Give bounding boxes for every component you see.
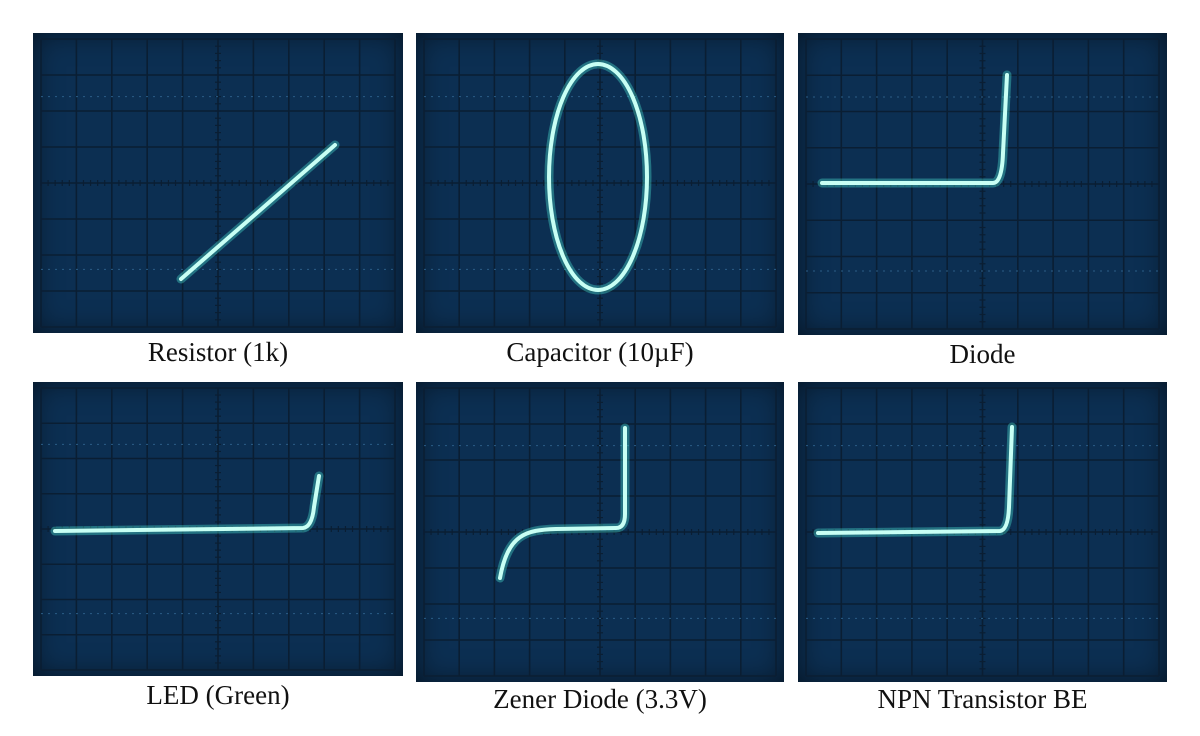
trace-plot-led xyxy=(40,387,396,671)
graticule-grid xyxy=(805,38,1160,330)
trace-plot-capacitor xyxy=(423,38,777,328)
caption-resistor: Resistor (1k) xyxy=(147,337,289,367)
oscilloscope-screen-npn-be xyxy=(798,382,1167,682)
trace-plot-resistor xyxy=(40,38,396,328)
iv-trace-capacitor xyxy=(547,62,649,292)
iv-trace-diode xyxy=(820,73,1009,185)
trace-glow xyxy=(495,423,630,583)
panel-led: LED (Green) xyxy=(33,382,403,710)
panel-resistor: Resistor (1k) xyxy=(33,33,403,369)
trace-glow xyxy=(817,70,1012,188)
caption-led: LED (Green) xyxy=(146,680,290,710)
oscilloscope-screen-led xyxy=(33,382,403,676)
iv-trace-resistor xyxy=(179,143,337,281)
trace-plot-zener xyxy=(423,387,777,677)
graticule-grid xyxy=(805,387,1160,677)
trace-plot-npn-be xyxy=(805,387,1160,677)
iv-trace-led xyxy=(53,474,321,533)
oscilloscope-screen-capacitor xyxy=(416,33,784,333)
panel-capacitor: Capacitor (10µF) xyxy=(416,33,784,369)
trace-plot-diode xyxy=(805,38,1160,330)
caption-diode: Diode xyxy=(949,339,1016,369)
caption-zener: Zener Diode (3.3V) xyxy=(493,684,707,714)
trace-glow xyxy=(50,471,324,536)
iv-trace-zener xyxy=(498,426,627,580)
oscilloscope-screen-diode xyxy=(798,33,1167,335)
graticule-grid xyxy=(423,387,777,677)
graticule-grid xyxy=(40,38,396,328)
panel-npn-be: NPN Transistor BE xyxy=(798,382,1167,722)
panel-diode: Diode xyxy=(798,33,1167,369)
oscilloscope-screen-resistor xyxy=(33,33,403,333)
graticule-grid xyxy=(423,38,777,328)
panel-zener: Zener Diode (3.3V) xyxy=(416,382,784,722)
oscilloscope-screen-zener xyxy=(416,382,784,682)
caption-capacitor: Capacitor (10µF) xyxy=(506,337,694,367)
iv-trace-npn-be xyxy=(816,425,1014,535)
caption-npn-be: NPN Transistor BE xyxy=(877,684,1088,714)
